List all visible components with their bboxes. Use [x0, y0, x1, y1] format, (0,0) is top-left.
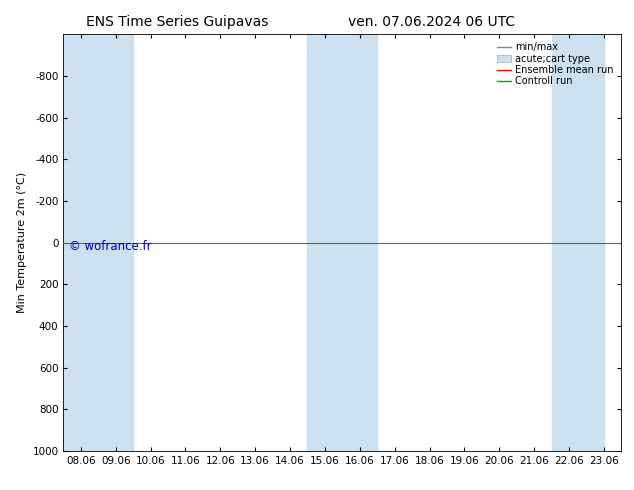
- Bar: [552, 34, 604, 451]
- Y-axis label: Min Temperature 2m (°C): Min Temperature 2m (°C): [17, 172, 27, 313]
- Text: ven. 07.06.2024 06 UTC: ven. 07.06.2024 06 UTC: [347, 15, 515, 29]
- Bar: [307, 34, 377, 451]
- Text: © wofrance.fr: © wofrance.fr: [69, 241, 152, 253]
- Text: ENS Time Series Guipavas: ENS Time Series Guipavas: [86, 15, 269, 29]
- Legend: min/max, acute;cart type, Ensemble mean run, Controll run: min/max, acute;cart type, Ensemble mean …: [494, 39, 616, 89]
- Bar: [63, 34, 133, 451]
